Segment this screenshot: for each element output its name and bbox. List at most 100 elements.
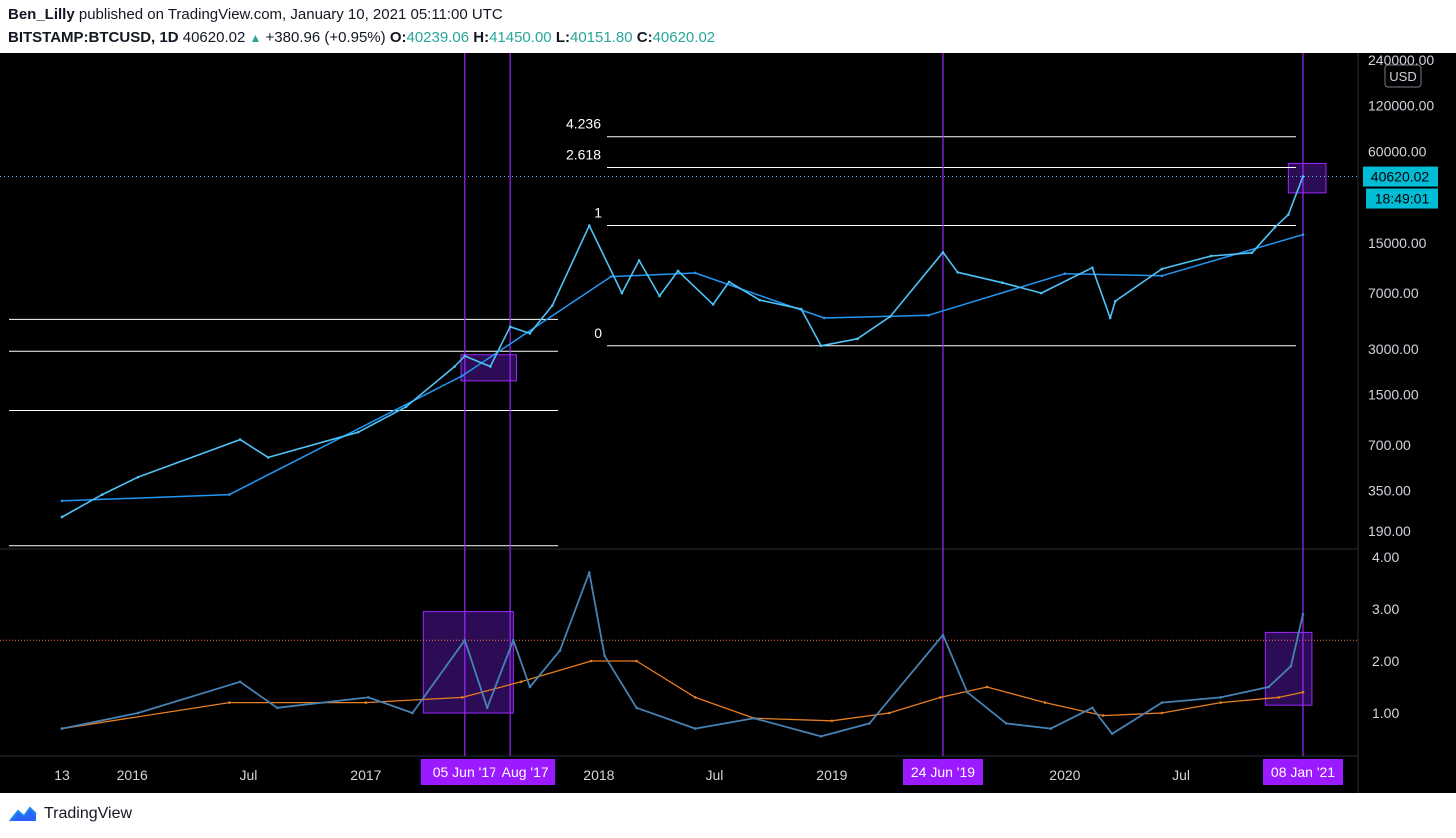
oscillator-line-point [635, 706, 638, 710]
price-moving-average-line-point [227, 493, 231, 496]
time-tick-label: Jul [1172, 767, 1190, 783]
oscillator-line-point [60, 727, 64, 730]
up-triangle-icon: ▲ [249, 31, 262, 45]
date-tag-box [902, 759, 983, 785]
oscillator-moving-average-line-point [693, 696, 697, 699]
oscillator-moving-average-line-point [1219, 701, 1222, 704]
fib-label: 0 [594, 325, 602, 341]
price-tick-label: 700.00 [1368, 437, 1411, 453]
high-label: H: [473, 29, 490, 46]
price-line-point [508, 325, 512, 329]
time-tick-label: 2016 [117, 767, 148, 783]
oscillator-moving-average-line-point [1277, 696, 1281, 699]
close-label: C: [636, 29, 653, 46]
price-line-point [941, 251, 945, 254]
tradingview-brand[interactable]: TradingView [8, 805, 132, 823]
time-tick-label: 13 [54, 767, 70, 783]
price-tick-label: 350.00 [1368, 483, 1411, 499]
price-tick-label: 7000.00 [1368, 285, 1419, 301]
oscillator-line-point [693, 727, 697, 730]
fib-label: 4.236 [566, 116, 601, 132]
oscillator-line-point [512, 638, 515, 642]
price-line-point [1250, 251, 1254, 255]
high-value: 41450.00 [489, 29, 552, 46]
price-line-point [528, 332, 532, 335]
time-tick-label: 2019 [816, 767, 847, 783]
price-line-point [356, 430, 360, 434]
low-label: L: [555, 29, 570, 46]
price-tick-label: 1500.00 [1368, 387, 1419, 403]
time-tick-label: Jul [705, 767, 723, 783]
author-name[interactable]: Ben_Lilly [8, 6, 75, 23]
time-tick-label: 2018 [583, 767, 614, 783]
oscillator-line-point [136, 711, 140, 715]
price-moving-average-line-point [822, 316, 826, 320]
price-line-point [727, 280, 731, 284]
chart-area[interactable]: 4.236 2.618 1 0 240000.00 120000.00 60000.00 15… [0, 52, 1456, 793]
price-moving-average-line-point [60, 499, 64, 503]
oscillator-line-point [1267, 685, 1270, 689]
price-line-point [658, 294, 661, 298]
price-line-point [550, 304, 554, 307]
price-line-point [799, 307, 803, 311]
oscillator-line-point [528, 685, 532, 689]
price-line-point [1160, 267, 1164, 271]
countdown-box [1366, 188, 1438, 209]
price-line [61, 176, 1304, 518]
price-tick-label: 240000.00 [1368, 53, 1434, 68]
price-tick-label: 3000.00 [1368, 341, 1419, 357]
oscillator-line-point [275, 706, 279, 710]
last-price: 40620.02 [182, 29, 246, 46]
price-line-point [100, 493, 104, 496]
date-tag-label: Aug '17 [502, 764, 549, 780]
date-tag-label: 08 Jan '21 [1271, 764, 1335, 780]
open-value: 40239.06 [406, 29, 470, 46]
price-line-point [1108, 316, 1112, 320]
price-tick-label: 190.00 [1368, 523, 1411, 539]
oscillator-line-point [485, 706, 489, 710]
currency-label: USD [1389, 69, 1416, 84]
low-value: 40151.80 [569, 29, 633, 46]
date-tag-label: 05 Jun '17 [433, 764, 497, 780]
oscillator-moving-average-line-point [364, 701, 368, 704]
oscillator-moving-average-line [61, 660, 1304, 730]
price-line-point [404, 405, 408, 409]
oscillator-moving-average-line-point [460, 696, 464, 699]
oscillator-line-point [941, 633, 945, 637]
oscillator-moving-average-line-point [985, 685, 989, 689]
price-line-point [1287, 213, 1290, 216]
oscillator-line-point [367, 696, 370, 699]
fib-label: 2.618 [566, 147, 601, 163]
date-tag-box [495, 759, 556, 785]
price-line-point [1091, 266, 1094, 269]
price-label: 40620.02 [1371, 169, 1430, 185]
time-tick-label: 2020 [1049, 767, 1080, 783]
oscillator-line-point [411, 711, 414, 715]
countdown-label: 18:49:01 [1375, 191, 1430, 207]
date-tag-label: 24 Jun '19 [911, 764, 975, 780]
oscillator-moving-average-line-point [589, 659, 593, 663]
price-moving-average-line-point [609, 275, 613, 278]
oscillator-moving-average-line-point [1043, 701, 1047, 704]
price-line-point [1001, 281, 1004, 284]
price-line-point [489, 365, 492, 368]
oscillator-line-point [1091, 706, 1094, 710]
price-line-point [1209, 254, 1213, 258]
brand-label: TradingView [44, 805, 133, 822]
symbol-label[interactable]: BITSTAMP:BTCUSD, 1D [8, 29, 179, 46]
oscillator-line-point [238, 680, 242, 684]
price-line-point [819, 344, 823, 348]
oscillator-moving-average-line-point [1160, 711, 1164, 715]
chart-svg[interactable]: 4.236 2.618 1 0 240000.00 120000.00 60000.00 15… [0, 52, 1456, 793]
symbol-info: BITSTAMP:BTCUSD, 1D 40620.02 ▲ +380.96 (… [8, 29, 715, 46]
price-line-point [60, 515, 64, 519]
oscillator-line-point [752, 716, 756, 720]
oscillator-line [61, 571, 1304, 738]
oscillator-moving-average-line-point [519, 680, 523, 684]
oscillator-line-point [1219, 696, 1222, 699]
publish-info: Ben_Lilly published on TradingView.com, … [8, 6, 503, 23]
oscillator-moving-average-line-point [888, 711, 891, 715]
oscillator-line-point [1301, 612, 1305, 616]
price-tick-label: 60000.00 [1368, 143, 1427, 159]
price-line-point [856, 337, 859, 341]
